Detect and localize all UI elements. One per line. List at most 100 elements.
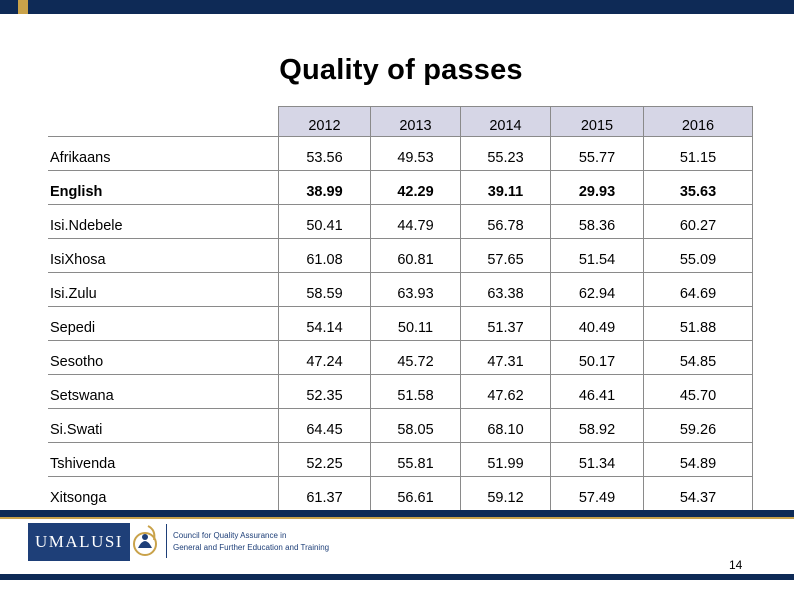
logo-text: UMALUSI (35, 532, 123, 551)
organization-name: Council for Quality Assurance in General… (173, 530, 329, 554)
value-cell: 45.70 (643, 374, 753, 409)
value-cell: 46.41 (550, 374, 644, 409)
value-cell: 61.37 (278, 476, 371, 511)
value-cell: 60.81 (370, 238, 461, 273)
quality-of-passes-table: 2012 2013 2014 2015 2016 Afrikaans 53.56 4… (48, 106, 753, 511)
value-cell: 53.56 (278, 136, 371, 171)
value-cell: 54.89 (643, 442, 753, 477)
language-cell: Setswana (48, 374, 279, 409)
table-row: IsiXhosa 61.08 60.81 57.65 51.54 55.09 (48, 238, 753, 273)
value-cell: 56.78 (460, 204, 551, 239)
table-row: Isi.Ndebele 50.41 44.79 56.78 58.36 60.27 (48, 204, 753, 239)
table-row: Sesotho 47.24 45.72 47.31 50.17 54.85 (48, 340, 753, 375)
value-cell: 63.93 (370, 272, 461, 307)
value-cell: 52.35 (278, 374, 371, 409)
footer-bottom-bar (0, 574, 794, 580)
table-header-row: 2012 2013 2014 2015 2016 (48, 106, 753, 137)
value-cell: 60.27 (643, 204, 753, 239)
value-cell: 58.05 (370, 408, 461, 443)
value-cell: 62.94 (550, 272, 644, 307)
value-cell: 39.11 (460, 170, 551, 205)
table-row: Tshivenda 52.25 55.81 51.99 51.34 54.89 (48, 442, 753, 477)
table-row: Si.Swati 64.45 58.05 68.10 58.92 59.26 (48, 408, 753, 443)
umalusi-emblem-icon (133, 525, 157, 556)
value-cell: 54.14 (278, 306, 371, 341)
column-header: 2016 (643, 106, 753, 137)
value-cell: 29.93 (550, 170, 644, 205)
value-cell: 63.38 (460, 272, 551, 307)
organization-name-line-1: Council for Quality Assurance in (173, 531, 287, 540)
value-cell: 35.63 (643, 170, 753, 205)
value-cell: 45.72 (370, 340, 461, 375)
footer-banner (0, 510, 794, 519)
table-row: Afrikaans 53.56 49.53 55.23 55.77 51.15 (48, 136, 753, 171)
value-cell: 51.37 (460, 306, 551, 341)
top-banner (0, 0, 794, 14)
value-cell: 38.99 (278, 170, 371, 205)
column-header: 2013 (370, 106, 461, 137)
value-cell: 51.54 (550, 238, 644, 273)
value-cell: 61.08 (278, 238, 371, 273)
value-cell: 51.34 (550, 442, 644, 477)
table-row: English 38.99 42.29 39.11 29.93 35.63 (48, 170, 753, 205)
table-row: Sepedi 54.14 50.11 51.37 40.49 51.88 (48, 306, 753, 341)
value-cell: 56.61 (370, 476, 461, 511)
language-cell: Afrikaans (48, 136, 279, 171)
value-cell: 40.49 (550, 306, 644, 341)
footer-banner-accent (0, 517, 794, 519)
value-cell: 58.92 (550, 408, 644, 443)
value-cell: 55.81 (370, 442, 461, 477)
value-cell: 68.10 (460, 408, 551, 443)
top-banner-accent (18, 0, 28, 14)
value-cell: 59.26 (643, 408, 753, 443)
value-cell: 55.23 (460, 136, 551, 171)
value-cell: 52.25 (278, 442, 371, 477)
value-cell: 51.88 (643, 306, 753, 341)
table-row: Isi.Zulu 58.59 63.93 63.38 62.94 64.69 (48, 272, 753, 307)
page-title: Quality of passes (0, 54, 794, 87)
organization-name-line-2: General and Further Education and Traini… (173, 543, 330, 552)
value-cell: 47.24 (278, 340, 371, 375)
value-cell: 55.77 (550, 136, 644, 171)
value-cell: 64.45 (278, 408, 371, 443)
value-cell: 57.49 (550, 476, 644, 511)
page-number: 14 (729, 558, 743, 572)
value-cell: 50.17 (550, 340, 644, 375)
column-header: 2012 (278, 106, 371, 137)
column-header: 2014 (460, 106, 551, 137)
table-row: Setswana 52.35 51.58 47.62 46.41 45.70 (48, 374, 753, 409)
value-cell: 47.62 (460, 374, 551, 409)
language-cell: Tshivenda (48, 442, 279, 477)
value-cell: 51.99 (460, 442, 551, 477)
value-cell: 50.11 (370, 306, 461, 341)
language-cell: Isi.Zulu (48, 272, 279, 307)
value-cell: 57.65 (460, 238, 551, 273)
value-cell: 47.31 (460, 340, 551, 375)
logo-divider (166, 524, 167, 558)
page-title-text: Quality of passes (279, 54, 523, 86)
value-cell: 59.12 (460, 476, 551, 511)
value-cell: 64.69 (643, 272, 753, 307)
table-header-corner (48, 106, 279, 137)
value-cell: 42.29 (370, 170, 461, 205)
language-cell: Xitsonga (48, 476, 279, 511)
value-cell: 58.59 (278, 272, 371, 307)
value-cell: 51.58 (370, 374, 461, 409)
value-cell: 49.53 (370, 136, 461, 171)
value-cell: 50.41 (278, 204, 371, 239)
language-cell: Sepedi (48, 306, 279, 341)
value-cell: 54.85 (643, 340, 753, 375)
language-cell: IsiXhosa (48, 238, 279, 273)
value-cell: 58.36 (550, 204, 644, 239)
umalusi-logo: UMALUSI (28, 523, 130, 561)
table-row: Xitsonga 61.37 56.61 59.12 57.49 54.37 (48, 476, 753, 511)
value-cell: 55.09 (643, 238, 753, 273)
language-cell: English (48, 170, 279, 205)
language-cell: Isi.Ndebele (48, 204, 279, 239)
language-cell: Sesotho (48, 340, 279, 375)
value-cell: 54.37 (643, 476, 753, 511)
value-cell: 44.79 (370, 204, 461, 239)
column-header: 2015 (550, 106, 644, 137)
value-cell: 51.15 (643, 136, 753, 171)
language-cell: Si.Swati (48, 408, 279, 443)
